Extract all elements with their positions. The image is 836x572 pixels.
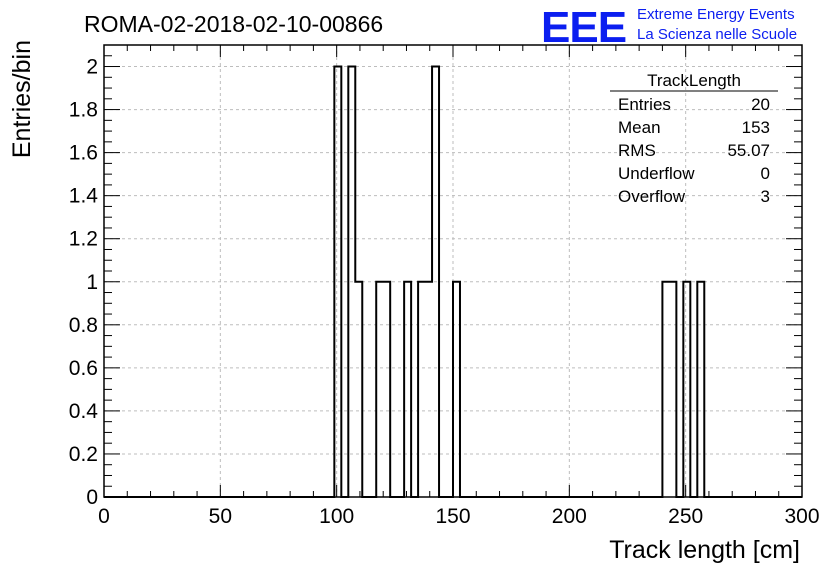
y-tick-label: 0.6 <box>69 357 98 380</box>
x-tick-label: 250 <box>668 505 703 528</box>
stats-value: 55.07 <box>727 141 770 160</box>
x-tick-label: 50 <box>209 505 232 528</box>
x-tick-label: 300 <box>784 505 819 528</box>
stats-label: RMS <box>618 141 656 160</box>
logo-mark: EEE <box>541 3 626 52</box>
stats-value: 20 <box>751 95 770 114</box>
stats-label: Overflow <box>618 187 686 206</box>
y-tick-label: 1.6 <box>69 142 98 165</box>
chart-title: ROMA-02-2018-02-10-00866 <box>84 11 383 37</box>
y-tick-label: 1.2 <box>69 228 98 251</box>
y-tick-label: 1 <box>86 271 98 294</box>
x-axis-ticks: 0 50 100 150 200 250 300 <box>98 45 820 528</box>
x-tick-label: 0 <box>98 505 110 528</box>
x-axis-label: Track length [cm] <box>609 536 800 564</box>
y-tick-label: 2 <box>86 56 98 79</box>
eee-logo: EEE Extreme Energy Events La Scienza nel… <box>541 3 797 52</box>
stats-value: 153 <box>742 118 770 137</box>
y-tick-label: 1.8 <box>69 99 98 122</box>
logo-line-1: Extreme Energy Events <box>637 6 795 23</box>
stats-label: Entries <box>618 95 671 114</box>
y-tick-label: 0.8 <box>69 314 98 337</box>
stats-label: Mean <box>618 118 661 137</box>
x-tick-label: 100 <box>319 505 354 528</box>
y-tick-label: 0 <box>86 486 98 509</box>
stats-box: TrackLength Entries 20 Mean 153 RMS 55.07 Unde… <box>610 71 778 206</box>
stats-value: 3 <box>761 187 770 206</box>
y-tick-label: 0.2 <box>69 443 98 466</box>
x-tick-label: 150 <box>435 505 470 528</box>
x-tick-label: 200 <box>552 505 587 528</box>
stats-value: 0 <box>761 164 770 183</box>
logo-line-2: La Scienza nelle Scuole <box>637 26 797 43</box>
y-axis-ticks: 0 0.2 0.4 0.6 0.8 1 1.2 1.4 1.6 1.8 2 <box>69 44 802 509</box>
stats-title: TrackLength <box>647 71 741 90</box>
y-tick-label: 1.4 <box>69 185 99 208</box>
y-tick-label: 0.4 <box>69 400 99 423</box>
stats-label: Underflow <box>618 164 695 183</box>
y-axis-label: Entries/bin <box>8 40 36 158</box>
